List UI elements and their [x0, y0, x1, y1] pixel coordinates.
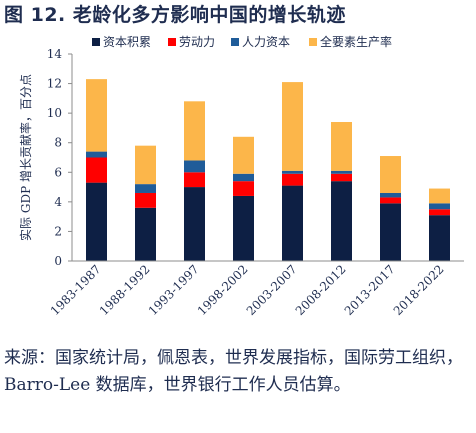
legend-swatch-4: [309, 38, 317, 46]
bar-segment-2008-2012-series-1: [331, 181, 352, 261]
y-axis-label: 实际 GDP 增长贡献率，百分点: [18, 74, 33, 241]
bar-segment-2013-2017-series-4: [380, 156, 401, 193]
bar-segment-1983-1987-series-4: [86, 79, 107, 152]
bar-segment-2008-2012-series-4: [331, 122, 352, 171]
bar-segment-2013-2017-series-1: [380, 203, 401, 261]
bar-segment-1983-1987-series-2: [86, 157, 107, 183]
bar-segment-1983-1987-series-1: [86, 182, 107, 261]
legend-swatch-1: [92, 38, 100, 46]
bar-segment-2008-2012-series-3: [331, 170, 352, 174]
x-tick-label: 2013-2017: [342, 262, 398, 318]
bar-segment-1988-1992-series-1: [135, 207, 156, 261]
chart-legend: 资本积累 劳动力 人力资本 全要素生产率: [92, 34, 392, 49]
bar-segment-1993-1997-series-4: [184, 101, 205, 161]
stacked-bar-chart: 资本积累 劳动力 人力资本 全要素生产率 实际 GDP 增长贡献率，百分点 0 2 4 6 8…: [18, 34, 464, 318]
bar-segment-2003-2007-series-4: [282, 82, 303, 171]
bar-segment-1993-1997-series-2: [184, 172, 205, 188]
legend-swatch-3: [231, 38, 239, 46]
y-tick-label: 10: [47, 106, 62, 120]
bar-segment-2018-2022-series-2: [429, 209, 450, 216]
bar-segment-1993-1997-series-1: [184, 187, 205, 261]
bar-segment-1998-2002-series-1: [233, 195, 254, 261]
y-tick-label: 14: [47, 47, 63, 61]
bar-segment-2003-2007-series-3: [282, 170, 303, 174]
y-tick-label: 0: [54, 254, 62, 268]
bar-segment-1998-2002-series-3: [233, 173, 254, 182]
y-tick-label: 2: [54, 224, 62, 238]
x-tick-label: 1988-1992: [97, 262, 153, 318]
bar-segment-2013-2017-series-2: [380, 197, 401, 204]
y-tick-label: 4: [54, 195, 62, 209]
legend-label-2: 劳动力: [179, 35, 215, 49]
bar-segment-1983-1987-series-3: [86, 151, 107, 158]
bar-segment-2018-2022-series-3: [429, 203, 450, 210]
legend-label-4: 全要素生产率: [320, 34, 392, 49]
y-tick-label: 12: [47, 77, 62, 91]
x-tick-label: 2008-2012: [293, 262, 349, 318]
bar-segment-1993-1997-series-3: [184, 160, 205, 173]
y-tick-label: 6: [54, 165, 62, 179]
bar-segment-1988-1992-series-3: [135, 184, 156, 193]
legend-label-1: 资本积累: [103, 35, 151, 49]
bar-segment-1998-2002-series-4: [233, 136, 254, 174]
y-tick-label: 8: [54, 136, 62, 150]
x-axis: 1983-19871988-19921993-19971998-20022003…: [48, 260, 464, 318]
source-note: 来源：国家统计局，佩恩表，世界发展指标，国际劳工组织，Barro-Lee 数据库…: [4, 348, 463, 395]
bar-segment-2008-2012-series-2: [331, 173, 352, 182]
y-axis: 0 2 4 6 8 10 12 14: [47, 47, 73, 268]
bar-segment-2018-2022-series-1: [429, 215, 450, 261]
bar-segment-1988-1992-series-4: [135, 145, 156, 185]
x-tick-label: 1998-2002: [195, 262, 251, 318]
bar-segment-2003-2007-series-1: [282, 185, 303, 261]
bar-segment-2003-2007-series-2: [282, 173, 303, 186]
bar-segment-2018-2022-series-4: [429, 188, 450, 204]
x-tick-label: 1983-1987: [48, 262, 104, 318]
legend-label-3: 人力资本: [242, 35, 290, 49]
bar-segment-1998-2002-series-2: [233, 181, 254, 196]
x-tick-label: 2003-2007: [244, 262, 300, 318]
legend-swatch-2: [168, 38, 176, 46]
bar-segment-1988-1992-series-2: [135, 192, 156, 208]
bar-segment-2013-2017-series-3: [380, 192, 401, 198]
bars-group: [86, 79, 450, 261]
x-tick-label: 1993-1997: [146, 262, 202, 318]
figure-title: 图 12. 老龄化多方影响中国的增长轨迹: [4, 4, 346, 26]
x-tick-label: 2018-2022: [391, 262, 447, 318]
